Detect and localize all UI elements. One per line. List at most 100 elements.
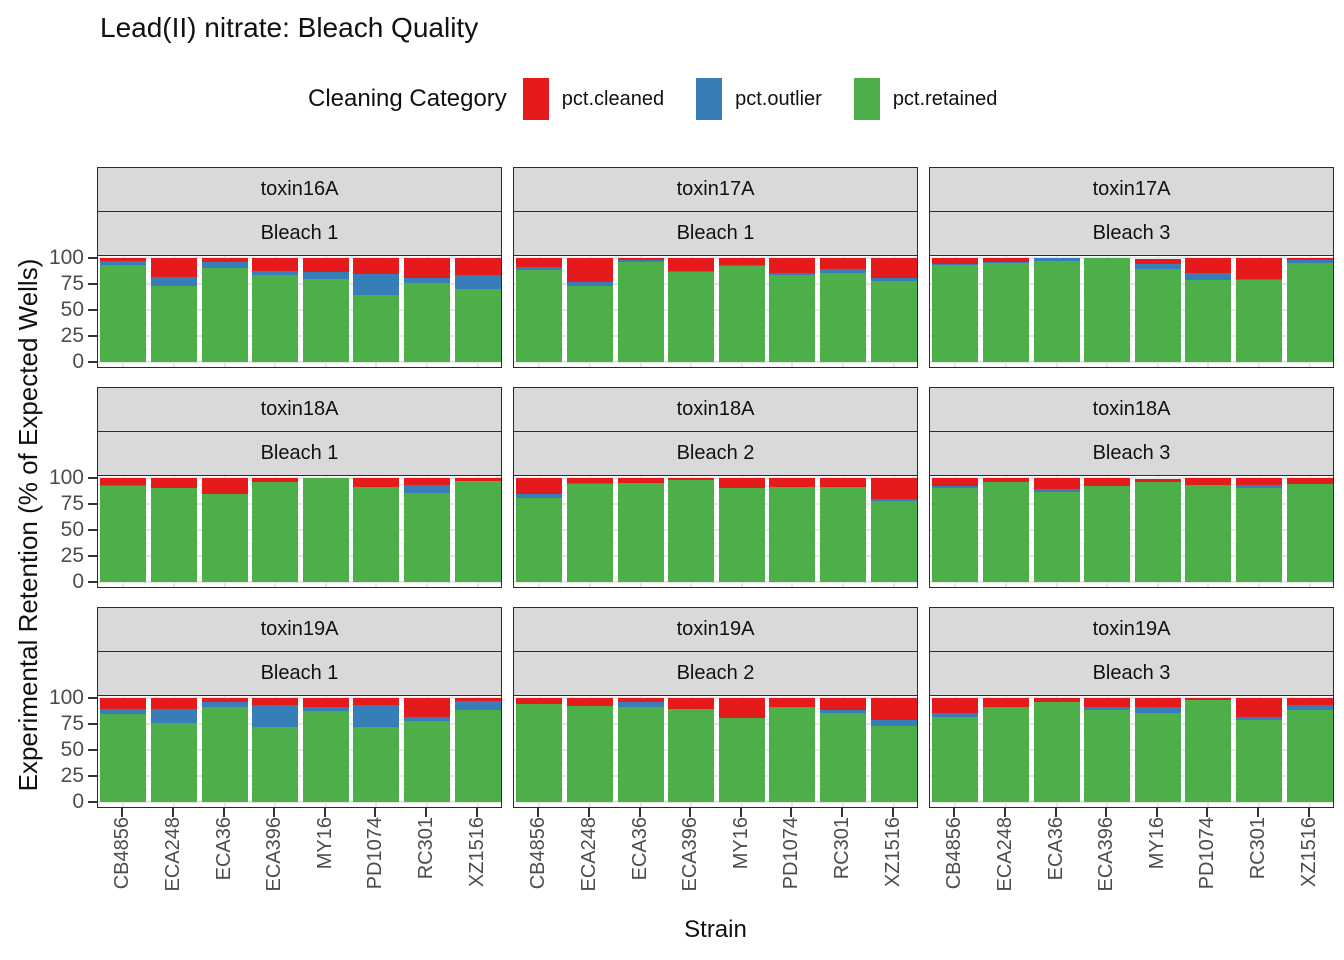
- legend-swatch-icon: [522, 78, 549, 120]
- facet-panel: [929, 695, 1334, 808]
- x-tick-mark: [171, 808, 174, 817]
- facet-strip-toxin: toxin17A: [513, 167, 918, 212]
- bar-segment-retained: [1185, 485, 1232, 582]
- bar-segment-retained: [982, 707, 1029, 802]
- bar-segment-cleaned: [1033, 697, 1080, 702]
- grid-line-major: [930, 529, 1333, 532]
- bar-segment-cleaned: [1185, 257, 1232, 274]
- bar-segment-retained: [1236, 719, 1283, 802]
- bar-segment-retained: [769, 487, 816, 582]
- bar-segment-retained: [566, 285, 613, 362]
- bar-segment-cleaned: [252, 477, 299, 482]
- bar-segment-outlier: [100, 485, 147, 487]
- bar-segment-retained: [1185, 279, 1232, 362]
- bar-segment-outlier: [566, 483, 613, 485]
- bar-segment-cleaned: [617, 477, 664, 483]
- bar-segment-retained: [718, 717, 765, 802]
- x-tick-label: CB4856: [111, 817, 134, 890]
- grid-line-major: [514, 529, 917, 532]
- bar-segment-cleaned: [454, 257, 501, 276]
- facet-strip-bleach: Bleach 3: [929, 651, 1334, 696]
- bar-segment-retained: [404, 282, 451, 362]
- grid-line-major: [98, 309, 501, 312]
- bar-segment-retained: [820, 487, 867, 582]
- y-tick-label: 50: [60, 518, 84, 542]
- grid-line-major: [930, 477, 1333, 480]
- bar-segment-retained: [454, 710, 501, 802]
- y-tick-mark: [88, 283, 97, 286]
- bar-segment-retained: [1033, 260, 1080, 362]
- grid-line-major: [514, 697, 917, 700]
- grid-line-major: [98, 775, 501, 778]
- bar-segment-retained: [1033, 492, 1080, 582]
- grid-line-minor: [514, 710, 917, 712]
- bar-segment-outlier: [404, 277, 451, 283]
- bar-segment-cleaned: [820, 697, 867, 711]
- facet-strip-toxin: toxin17A: [929, 167, 1334, 212]
- x-tick-mark: [953, 808, 956, 817]
- bar-segment-retained: [1185, 699, 1232, 802]
- bar-segment-outlier: [454, 700, 501, 711]
- x-tick-mark: [1257, 808, 1260, 817]
- grid-line-major: [514, 503, 917, 506]
- chart-title: Lead(II) nitrate: Bleach Quality: [100, 12, 479, 43]
- facet-strip-bleach: Bleach 1: [97, 211, 502, 256]
- grid-line-major: [98, 581, 501, 584]
- bar-segment-cleaned: [617, 697, 664, 702]
- bar-segment-cleaned: [1084, 477, 1131, 487]
- bar-segment-retained: [201, 268, 248, 362]
- facet-panel: [929, 255, 1334, 368]
- x-tick-label: CB4856: [943, 817, 966, 890]
- grid-line-minor: [98, 736, 501, 738]
- bar-segment-cleaned: [1286, 697, 1333, 706]
- grid-line-minor: [930, 490, 1333, 492]
- bar-segment-cleaned: [870, 477, 917, 499]
- bar-segment-outlier: [1286, 259, 1333, 263]
- bar-segment-retained: [404, 493, 451, 582]
- bar-segment-retained: [516, 704, 563, 802]
- x-tick-mark: [587, 808, 590, 817]
- bar-segment-cleaned: [617, 257, 664, 260]
- grid-line-minor: [514, 490, 917, 492]
- bar-segment-retained: [302, 477, 349, 582]
- y-tick-mark: [88, 775, 97, 778]
- grid-line-major: [98, 361, 501, 364]
- bar-segment-outlier: [516, 267, 563, 271]
- grid-line-minor: [930, 788, 1333, 790]
- grid-line-major: [930, 335, 1333, 338]
- y-tick-label: 50: [60, 298, 84, 322]
- bar-segment-cleaned: [1185, 477, 1232, 486]
- y-tick-mark: [88, 723, 97, 726]
- x-tick-label: ECA396: [1095, 817, 1118, 892]
- grid-line-major: [514, 723, 917, 726]
- facet-panel: [97, 695, 502, 808]
- grid-line-major: [930, 801, 1333, 804]
- bar-segment-cleaned: [769, 257, 816, 274]
- x-axis-title: Strain: [684, 916, 747, 943]
- facet-strip-toxin: toxin18A: [513, 387, 918, 432]
- bar-segment-outlier: [100, 260, 147, 266]
- bar-segment-retained: [1134, 713, 1181, 802]
- bar-segment-outlier: [1236, 278, 1283, 280]
- grid-line-major: [930, 723, 1333, 726]
- bar-segment-outlier: [404, 716, 451, 721]
- legend-entry: pct.retained: [853, 78, 997, 120]
- bar-segment-outlier: [516, 494, 563, 498]
- x-tick-mark: [323, 808, 326, 817]
- facet-strip-toxin: toxin19A: [929, 607, 1334, 652]
- grid-line-minor: [98, 322, 501, 324]
- bar-segment-cleaned: [982, 697, 1029, 708]
- bar-segment-retained: [1286, 484, 1333, 582]
- grid-line-major: [98, 723, 501, 726]
- bar-segment-retained: [150, 488, 197, 582]
- bar-segment-outlier: [718, 265, 765, 267]
- bar-segment-cleaned: [516, 477, 563, 495]
- x-tick-mark: [689, 808, 692, 817]
- x-tick-label: MY16: [729, 817, 752, 870]
- bar-segment-retained: [668, 479, 715, 582]
- bar-segment-retained: [566, 706, 613, 802]
- bar-segment-retained: [870, 500, 917, 582]
- legend-entry-label: pct.outlier: [735, 87, 822, 110]
- bar-segment-retained: [1033, 701, 1080, 802]
- bar-segment-outlier: [150, 709, 197, 723]
